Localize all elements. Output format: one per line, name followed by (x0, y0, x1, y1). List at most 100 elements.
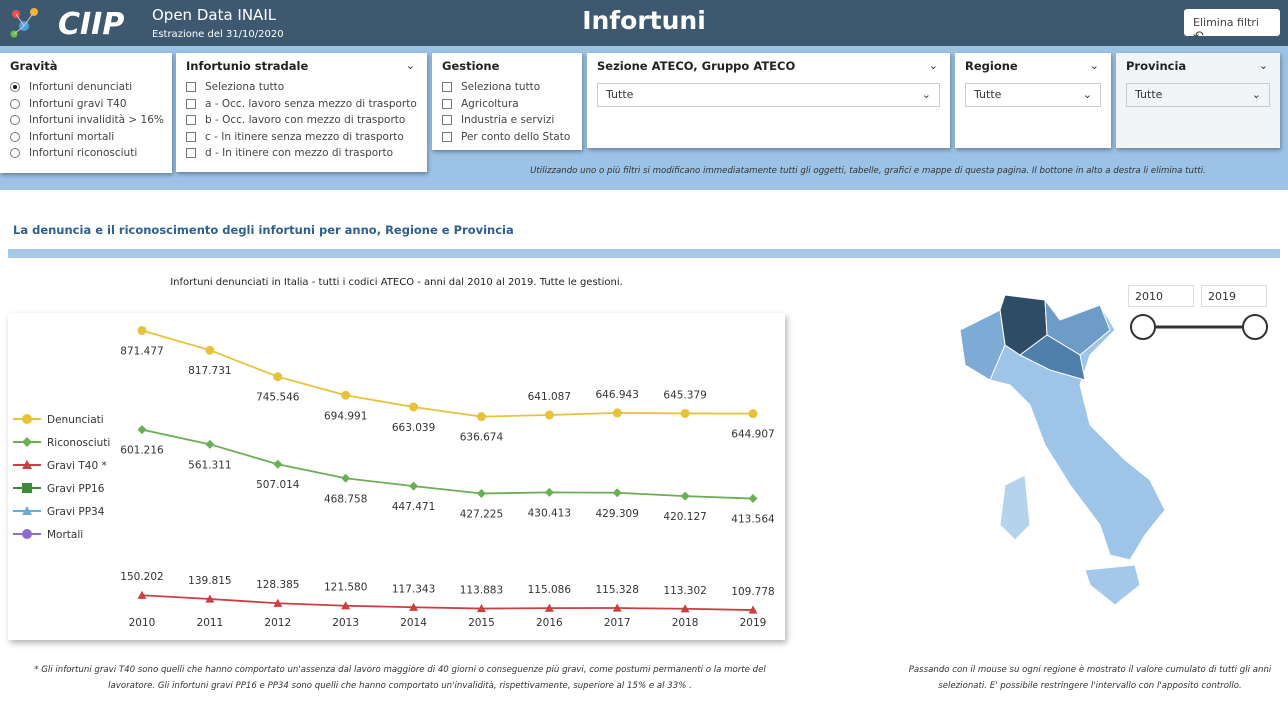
data-label: 430.413 (528, 507, 571, 519)
checkbox[interactable] (186, 115, 196, 126)
series-line (141, 594, 754, 611)
reset-label: Elimina filtri (1193, 16, 1259, 29)
legend-label: Gravi PP16 (47, 483, 105, 495)
logo: CIIP (10, 7, 124, 42)
filter-title: Sezione ATECO, Gruppo ATECO (597, 59, 796, 73)
filter-option[interactable]: Infortuni gravi T40 (10, 96, 162, 113)
checkbox[interactable] (186, 148, 196, 159)
chevron[interactable]: ⌄ (1089, 59, 1099, 72)
regione-filter: Regione ⌄ Tutte ⌄ (955, 53, 1111, 148)
checkbox[interactable] (442, 98, 452, 109)
year-slider (1130, 314, 1268, 340)
checkbox[interactable] (442, 131, 452, 142)
marker (680, 408, 690, 418)
dropdown-value: Tutte (974, 88, 1002, 101)
data-label: 468.758 (324, 493, 367, 505)
filter-option[interactable]: c - In itinere senza mezzo di trasporto (186, 129, 417, 146)
option-label: Infortuni riconosciuti (29, 147, 138, 160)
x-tick-label: 2015 (468, 617, 495, 629)
option-label: Seleziona tutto (461, 81, 541, 94)
marker (680, 604, 690, 613)
data-label: 420.127 (663, 511, 706, 523)
x-tick-label: 2019 (740, 617, 767, 629)
checkbox[interactable] (186, 131, 196, 142)
chevron[interactable]: ⌄ (928, 59, 938, 72)
data-label: 646.943 (596, 389, 639, 401)
section-bar (8, 249, 1280, 258)
marker (612, 603, 622, 612)
checkbox[interactable] (442, 82, 452, 93)
filter-option[interactable]: Per conto dello Stato (442, 129, 572, 146)
legend-label: Gravi T40 * (47, 460, 107, 472)
filter-option[interactable]: Industria e servizi (442, 112, 572, 129)
x-tick-label: 2017 (604, 617, 631, 629)
checkbox[interactable] (186, 98, 196, 109)
data-label: 871.477 (120, 345, 163, 357)
legend-marker (22, 529, 32, 539)
dropdown[interactable]: Tutte ⌄ (1126, 83, 1270, 107)
slider-handle[interactable] (1242, 314, 1268, 340)
legend-label: Denunciati (47, 414, 104, 426)
radio[interactable] (10, 98, 20, 109)
checkbox[interactable] (442, 115, 452, 126)
chevron[interactable]: ⌄ (405, 59, 415, 72)
option-label: Seleziona tutto (205, 81, 285, 94)
stradale-filter: Infortunio stradale Seleziona tutto a - Oc… (176, 53, 427, 172)
radio[interactable] (10, 115, 20, 126)
region-shape[interactable] (999, 474, 1031, 541)
marker (409, 602, 419, 611)
marker (409, 481, 419, 491)
option-label: c - In itinere senza mezzo di trasporto (205, 130, 404, 143)
series-line (141, 329, 754, 418)
reset-button[interactable]: Elimina filtri ↶ (1184, 9, 1280, 44)
data-label: 636.674 (460, 432, 504, 444)
data-label: 641.087 (528, 391, 571, 403)
data-label: 507.014 (256, 479, 300, 491)
option-label: Infortuni gravi T40 (29, 97, 127, 110)
dropdown[interactable]: Tutte ⌄ (965, 83, 1101, 107)
filter-option[interactable]: b - Occ. lavoro con mezzo di trasporto (186, 112, 417, 129)
region-shape[interactable] (959, 309, 1006, 381)
chart-card (8, 313, 785, 640)
region-shape[interactable] (1084, 564, 1141, 606)
map-note: Passando con il mouse su ogni regione è … (908, 665, 1272, 691)
marker (273, 598, 283, 607)
data-label: 663.039 (392, 422, 435, 434)
filter-option[interactable]: Seleziona tutto (442, 79, 572, 96)
filter-title: Regione (965, 59, 1018, 73)
dropdown[interactable]: Tutte ⌄ (597, 83, 940, 107)
marker (137, 590, 147, 599)
checkbox[interactable] (186, 82, 196, 93)
radio[interactable] (10, 82, 20, 93)
year-from[interactable]: 2010 (1128, 285, 1194, 307)
marker (273, 372, 283, 382)
data-label: 447.471 (392, 501, 435, 513)
slider-handle[interactable] (1130, 314, 1156, 340)
filter-option[interactable]: Seleziona tutto (186, 79, 417, 96)
data-label: 113.302 (663, 585, 706, 597)
italy-map (959, 294, 1166, 606)
radio[interactable] (10, 131, 20, 142)
filter-option[interactable]: Infortuni denunciati (10, 79, 162, 96)
filter-option[interactable]: a - Occ. lavoro senza mezzo di trasporto (186, 96, 417, 113)
marker (341, 473, 351, 483)
filter-option[interactable]: Infortuni riconosciuti (10, 145, 162, 162)
radio[interactable] (10, 148, 20, 159)
filter-option[interactable]: Agricoltura (442, 96, 572, 113)
marker (409, 402, 419, 412)
filter-option[interactable]: d - In itinere con mezzo di trasporto (186, 145, 417, 162)
option-label: b - Occ. lavoro con mezzo di trasporto (205, 114, 406, 127)
region-shape[interactable] (1019, 334, 1086, 381)
marker (137, 425, 147, 435)
x-tick-label: 2011 (197, 617, 224, 629)
filter-option[interactable]: Infortuni mortali (10, 129, 162, 146)
data-label: 745.546 (256, 392, 300, 404)
year-to[interactable]: 2019 (1201, 285, 1267, 307)
chevron[interactable]: ⌄ (1258, 59, 1268, 72)
data-label: 413.564 (731, 514, 775, 526)
data-label: 601.216 (120, 445, 164, 457)
marker (205, 594, 215, 603)
filter-option[interactable]: Infortuni invalidità > 16% (10, 112, 164, 129)
legend-label: Riconosciuti (47, 437, 110, 449)
